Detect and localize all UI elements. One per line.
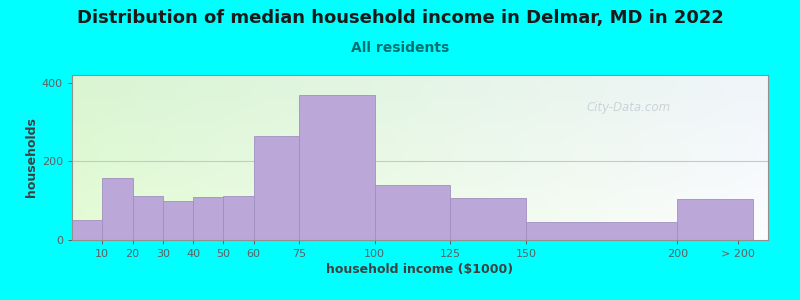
Text: Distribution of median household income in Delmar, MD in 2022: Distribution of median household income … bbox=[77, 9, 723, 27]
Bar bbox=[223, 196, 254, 240]
Bar bbox=[102, 178, 133, 240]
Text: City-Data.com: City-Data.com bbox=[586, 101, 671, 115]
Bar bbox=[450, 198, 526, 240]
Bar bbox=[678, 199, 753, 240]
Bar bbox=[162, 201, 193, 240]
Bar bbox=[193, 197, 223, 240]
Bar bbox=[254, 136, 299, 240]
Bar bbox=[526, 222, 678, 240]
Y-axis label: households: households bbox=[25, 118, 38, 197]
Bar bbox=[72, 220, 102, 240]
Bar bbox=[374, 185, 450, 240]
Bar bbox=[133, 196, 162, 240]
X-axis label: household income ($1000): household income ($1000) bbox=[326, 263, 514, 276]
Bar bbox=[299, 94, 374, 240]
Text: All residents: All residents bbox=[351, 40, 449, 55]
